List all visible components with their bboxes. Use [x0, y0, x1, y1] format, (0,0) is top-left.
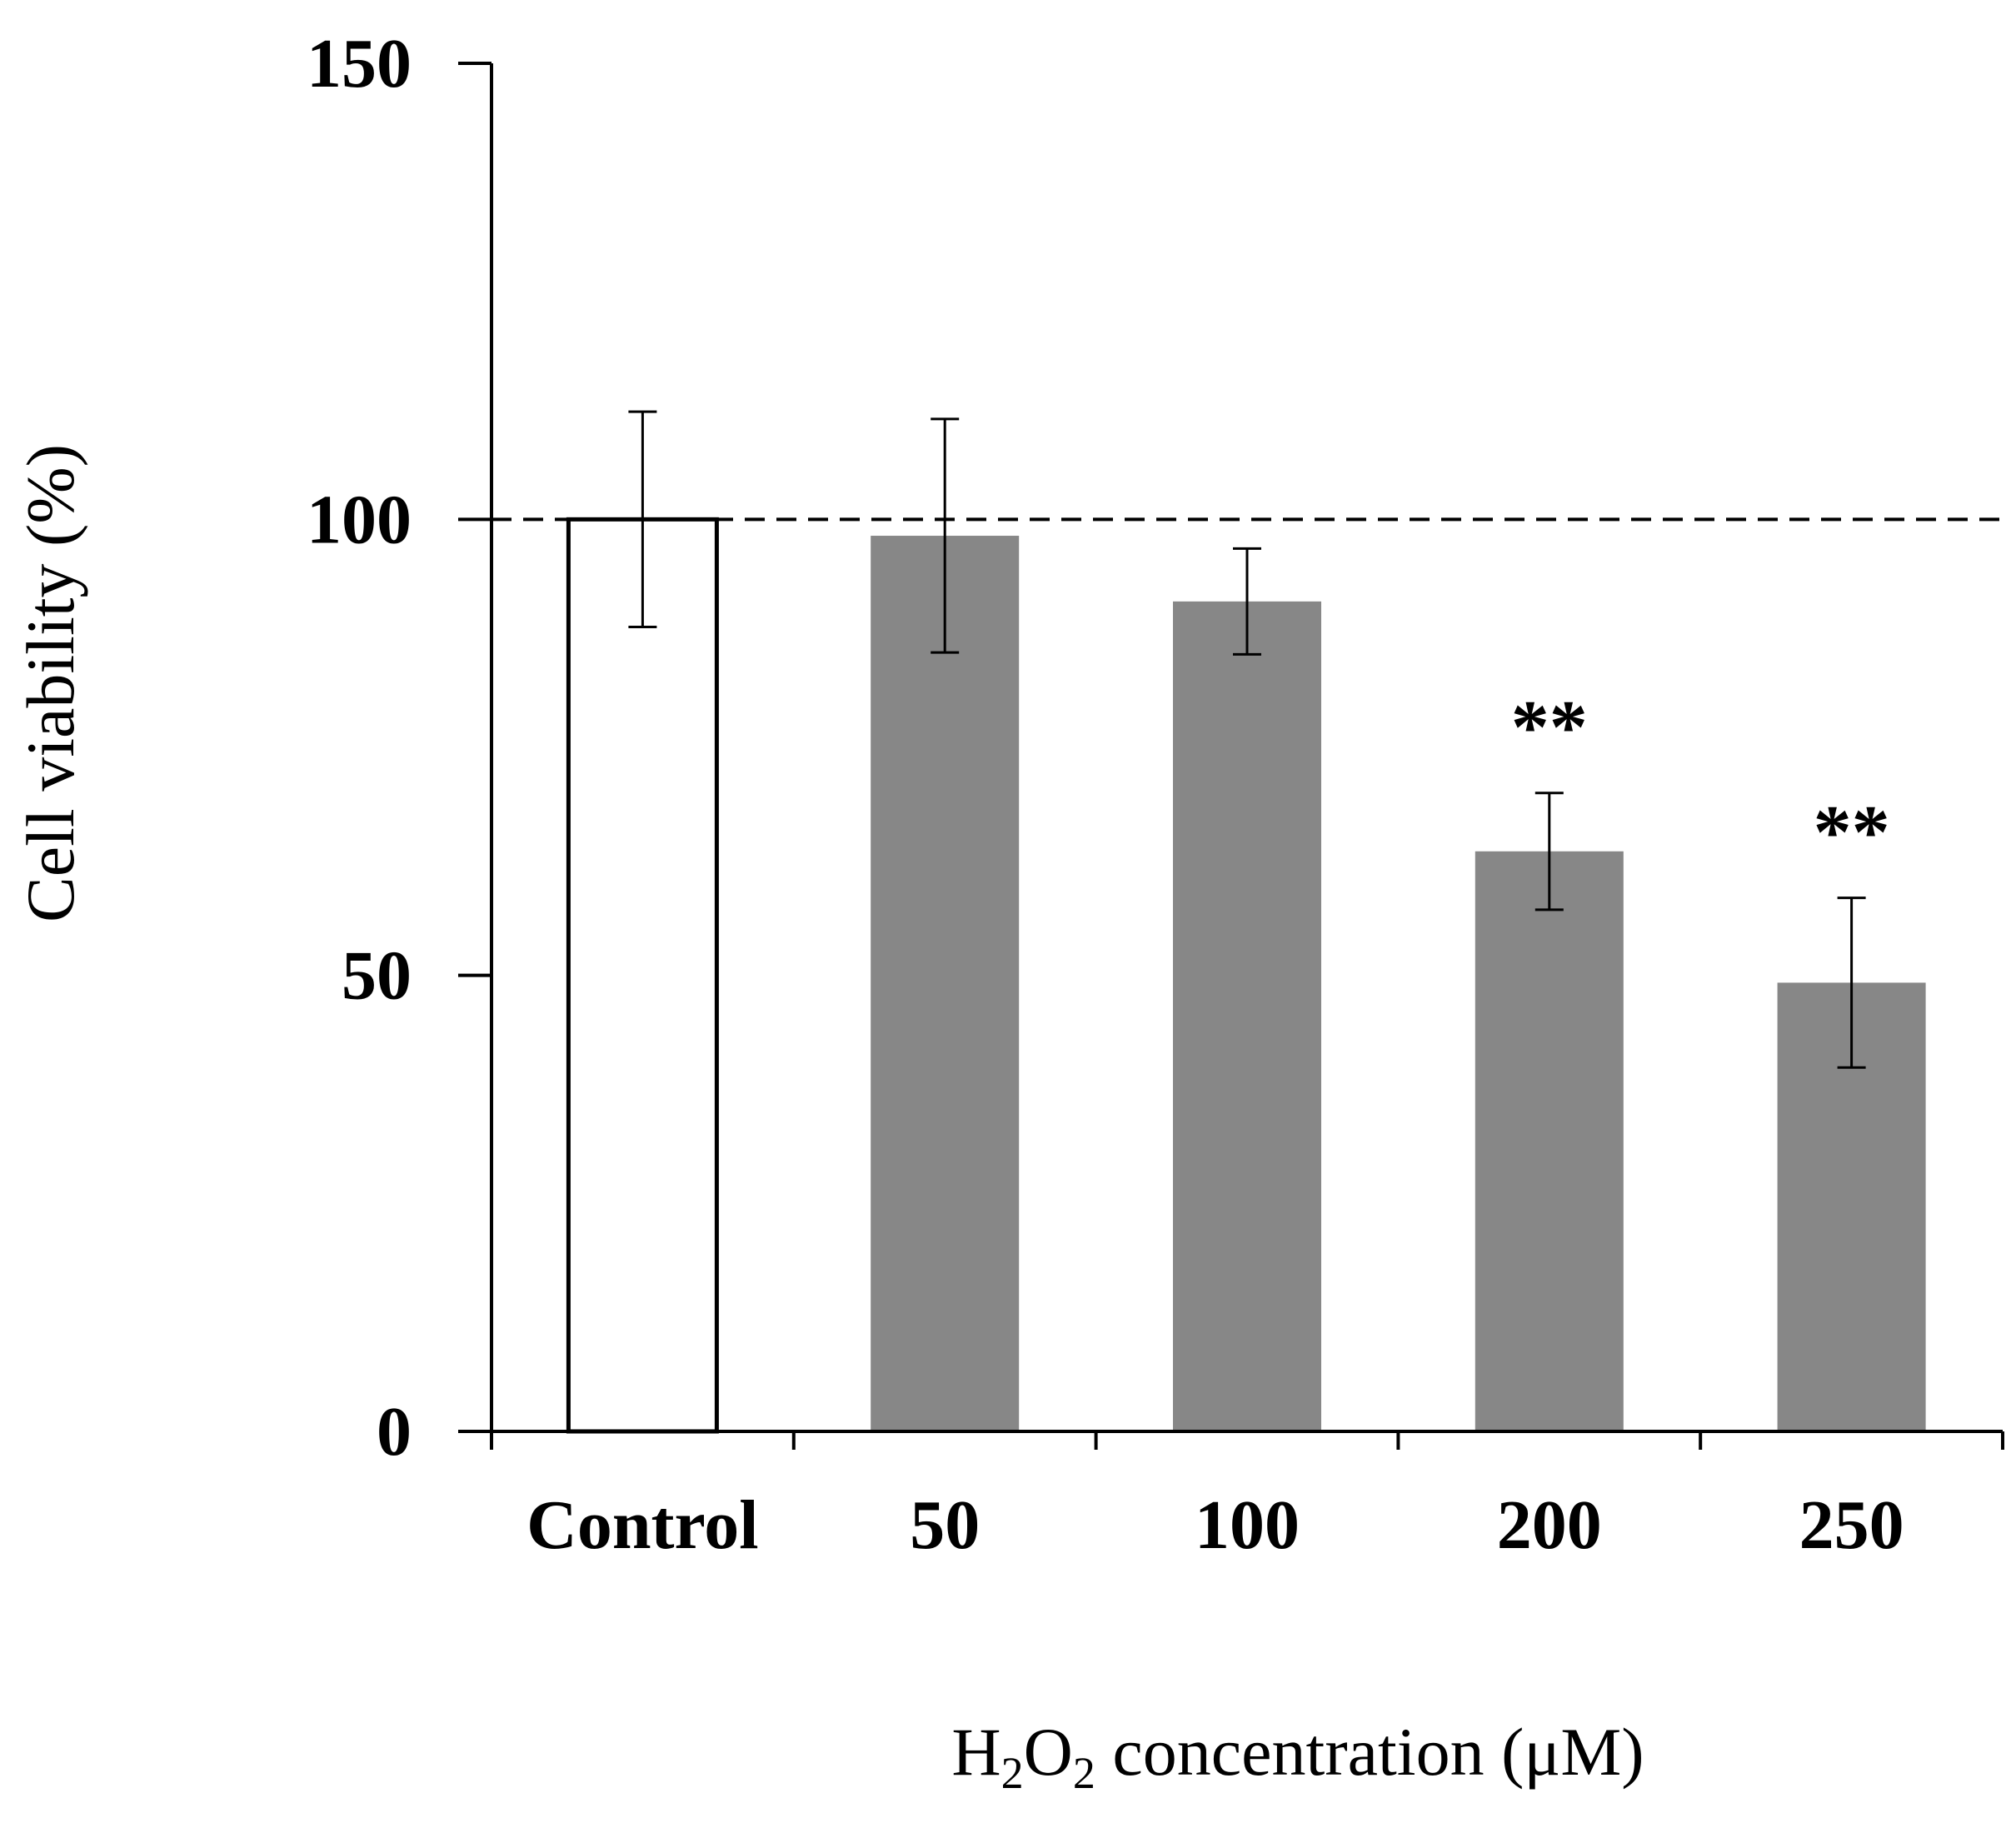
x-axis-title-part-2: O: [1024, 1714, 1073, 1790]
bar-2: [1173, 601, 1321, 1431]
bar-3: [1475, 851, 1624, 1431]
y-tick-label-1: 50: [342, 937, 412, 1015]
significance-marker-4: **: [1814, 790, 1890, 875]
bar-0: [566, 517, 719, 1434]
x-tick-label-1: 50: [910, 1486, 980, 1564]
x-axis-title-part-3: 2: [1073, 1748, 1095, 1798]
x-tick-label-3: 200: [1497, 1486, 1602, 1564]
significance-marker-3: **: [1511, 685, 1588, 770]
x-axis-title-part-1: 2: [1001, 1748, 1024, 1798]
x-tick-label-4: 250: [1799, 1486, 1904, 1564]
y-tick-label-0: 0: [377, 1393, 412, 1471]
plot-area: ** ** 0 50 100 150 Control 50 100 200 250: [307, 25, 2004, 1564]
x-axis-title-part-0: H: [951, 1714, 1001, 1790]
y-axis-title: Cell viability (%): [12, 444, 88, 922]
x-tick-label-2: 100: [1195, 1486, 1300, 1564]
x-tick-label-0: Control: [526, 1486, 758, 1564]
y-tick-label-3: 150: [307, 25, 412, 102]
x-axis-title-part-4: concentration (μM): [1095, 1714, 1644, 1790]
x-axis-title: H2O2 concentration (μM): [951, 1714, 1644, 1798]
bar-1: [871, 536, 1020, 1431]
y-tick-label-2: 100: [307, 481, 412, 558]
